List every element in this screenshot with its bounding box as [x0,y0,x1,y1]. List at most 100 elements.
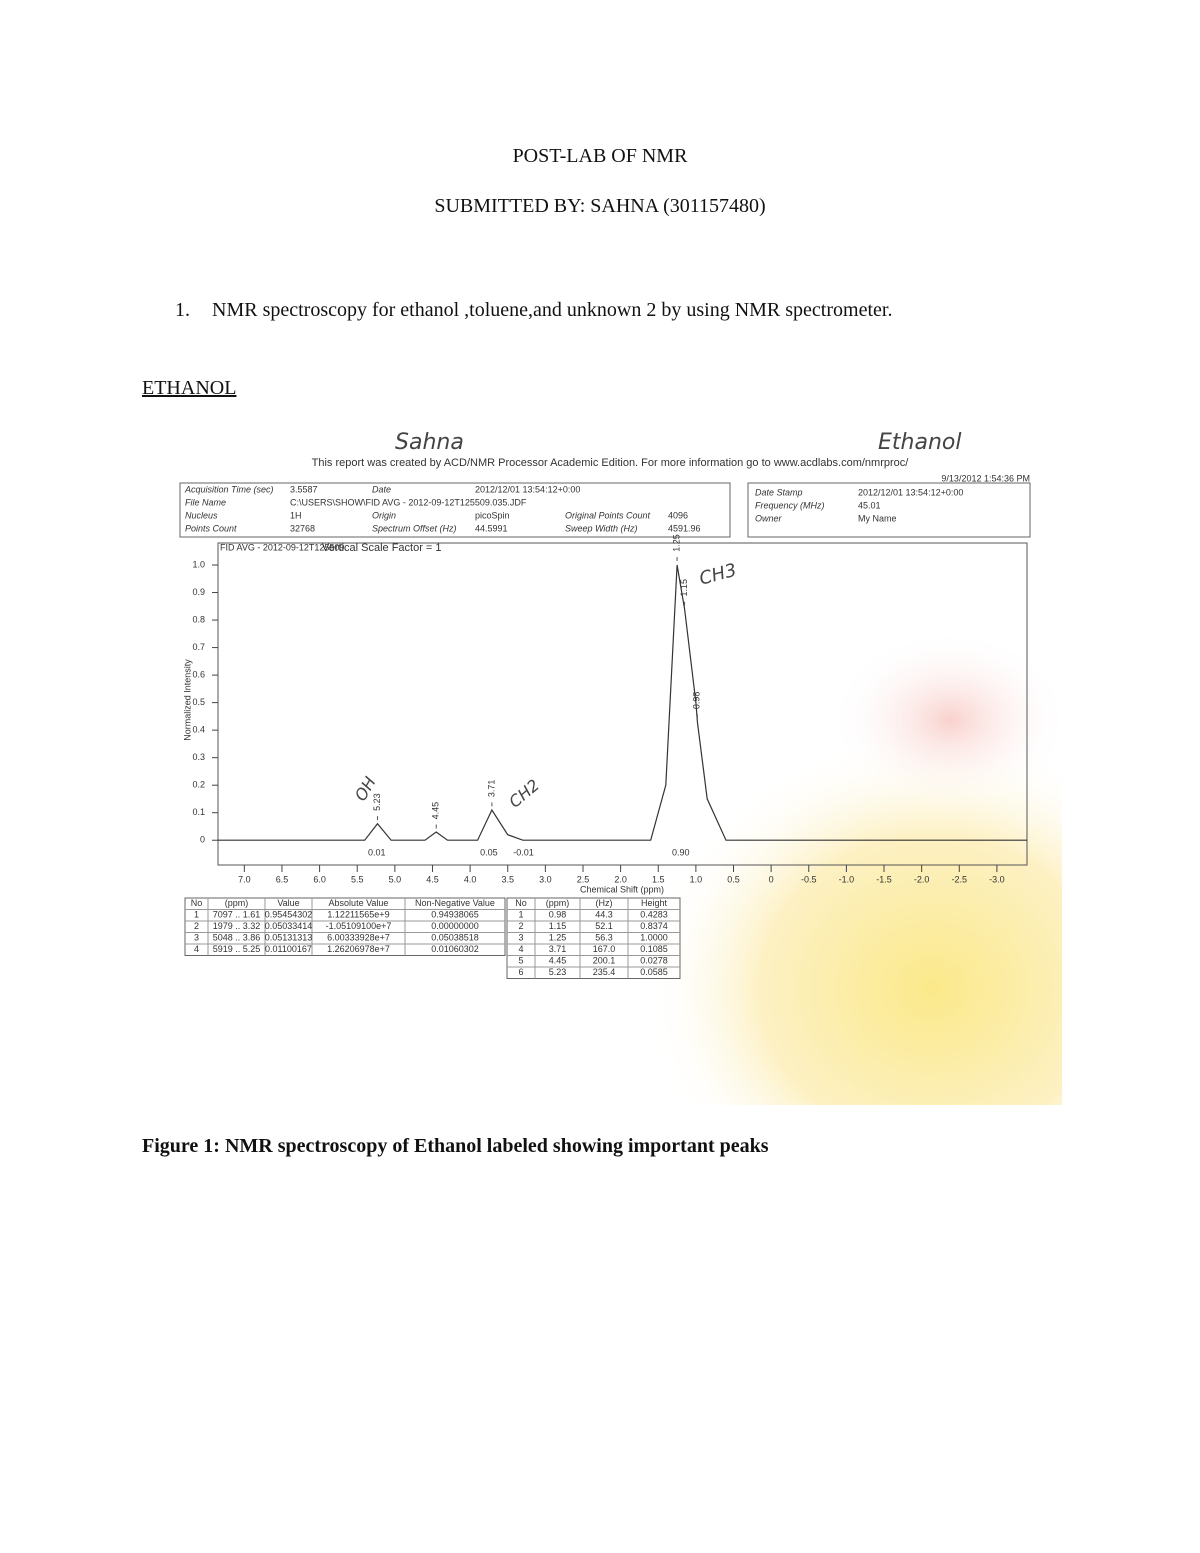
peak-label: 4.45 [431,802,441,820]
info-label: Points Count [185,523,237,533]
x-tick-label: 0 [769,874,774,884]
info-value: picoSpin [475,510,510,520]
integral-label: -0.01 [513,847,534,857]
table-cell: 0.05131313 [265,933,313,943]
x-tick-label: 4.5 [426,874,439,884]
integral-label: 0.01 [368,847,386,857]
submitted-by: SUBMITTED BY: SAHNA (301157480) [434,195,766,217]
y-tick-label: 0 [200,835,205,845]
info-value: 44.5991 [475,523,508,533]
table-cell: 0.8374 [640,921,668,931]
table-header: (ppm) [546,898,570,908]
table-cell: 6 [518,967,523,977]
info-value: 2012/12/01 13:54:12+0:00 [475,484,580,494]
x-tick-label: -2.5 [952,874,968,884]
table-cell: 1.15 [549,921,567,931]
info-label: Date [372,484,391,494]
x-tick-label: 4.0 [464,874,477,884]
figure-caption: Figure 1: NMR spectroscopy of Ethanol la… [142,1135,769,1157]
handwritten-name: Sahna [395,430,464,455]
x-tick-label: 5.5 [351,874,364,884]
x-tick-label: 5.0 [389,874,402,884]
x-tick-label: 6.5 [276,874,289,884]
list-text: NMR spectroscopy for ethanol ,toluene,an… [212,299,893,321]
integral-label: 0.90 [672,847,690,857]
info-label: Spectrum Offset (Hz) [372,523,457,533]
color-wash [830,630,1062,810]
peak-label: 1.15 [679,579,689,597]
info-label: Nucleus [185,510,218,520]
table-cell: 0.4283 [640,910,668,920]
scale-note: Vertical Scale Factor = 1 [322,542,442,554]
table-cell: 5919 .. 5.25 [213,944,261,954]
table-cell: 1.0000 [640,933,668,943]
table-header: Absolute Value [329,898,389,908]
info-value: My Name [858,513,897,523]
peak-label: 5.23 [372,793,382,811]
x-tick-label: 3.5 [501,874,514,884]
info-value: 4591.96 [668,523,701,533]
table-header: Value [277,898,299,908]
table-cell: 0.00000000 [431,921,479,931]
info-value: 2012/12/01 13:54:12+0:00 [858,487,963,497]
table-cell: 1.12211565e+9 [327,910,389,920]
table-cell: 0.01060302 [431,944,479,954]
table-frame [506,897,681,979]
info-label: Sweep Width (Hz) [565,523,637,533]
info-label: File Name [185,497,226,507]
y-tick-label: 0.8 [192,614,205,624]
x-tick-label: -0.5 [801,874,817,884]
report-note: This report was created by ACD/NMR Proce… [312,457,910,469]
table-cell: 0.1085 [640,944,668,954]
table-cell: 3.71 [549,944,567,954]
table-frame [184,897,506,956]
info-value: 4096 [668,510,688,520]
info-box [179,482,731,538]
table-cell: 0.0278 [640,956,668,966]
x-tick-label: 0.5 [727,874,740,884]
table-cell: 0.0585 [640,967,668,977]
integral-label: 0.05 [480,847,498,857]
x-tick-label: -3.0 [989,874,1005,884]
table-header: Height [641,898,668,908]
x-tick-label: 3.0 [539,874,552,884]
table-header: (Hz) [596,898,613,908]
table-cell: 0.98 [549,910,567,920]
x-axis-label: Chemical Shift (ppm) [580,884,664,894]
y-tick-label: 0.5 [192,697,205,707]
x-tick-label: -1.5 [876,874,892,884]
y-tick-label: 1.0 [192,559,205,569]
y-tick-label: 0.9 [192,587,205,597]
table-cell: 167.0 [593,944,616,954]
table-cell: 1979 .. 3.32 [213,921,261,931]
table-cell: 52.1 [595,921,613,931]
table-cell: 5048 .. 3.86 [213,933,261,943]
y-tick-label: 0.1 [192,807,205,817]
info-value: 45.01 [858,500,881,510]
table-header: (ppm) [225,898,249,908]
table-cell: 56.3 [595,933,613,943]
table-cell: 2 [194,921,199,931]
table-cell: 5 [518,956,523,966]
spectrum-line [218,564,1027,841]
table-header: Non-Negative Value [415,898,495,908]
x-tick-label: 1.0 [690,874,703,884]
info-label: Date Stamp [755,487,803,497]
x-tick-label: -2.0 [914,874,930,884]
info-value: C:\USERS\SHOW\FID AVG - 2012-09-12T12550… [290,497,527,507]
info-box [747,482,1031,538]
table-cell: 7097 .. 1.61 [213,910,261,920]
x-tick-label: -1.0 [839,874,855,884]
table-cell: 235.4 [593,967,616,977]
x-tick-label: 2.5 [577,874,590,884]
y-tick-label: 0.3 [192,752,205,762]
list-number: 1. [175,299,190,321]
table-cell: 0.94938065 [431,910,479,920]
plot-frame [217,542,1028,866]
peak-label: 1.25 [671,534,681,552]
table-cell: 200.1 [593,956,616,966]
peak-label: 3.71 [486,780,496,798]
info-value: 3.5587 [290,484,318,494]
table-cell: 2 [518,921,523,931]
table-cell: 4 [518,944,523,954]
